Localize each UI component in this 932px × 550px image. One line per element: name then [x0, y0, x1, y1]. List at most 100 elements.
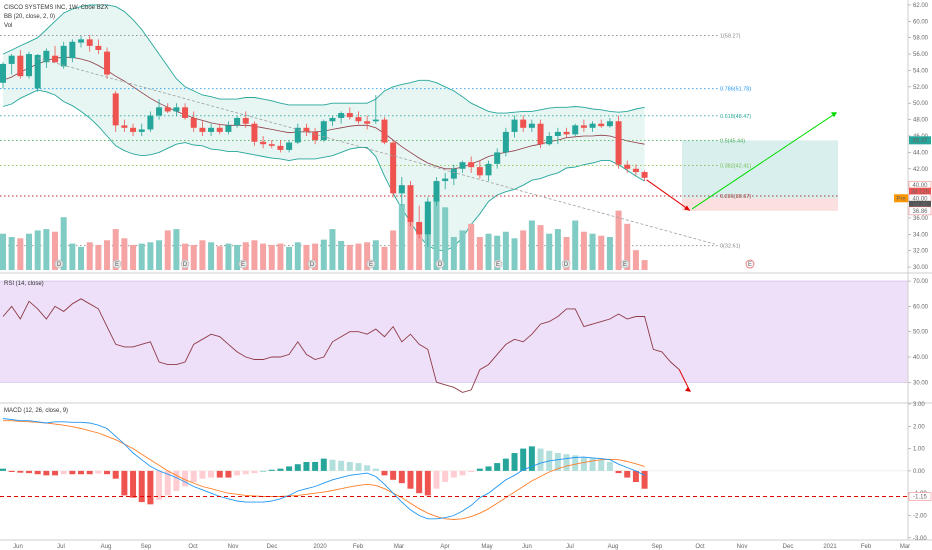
macd-histogram-bar	[208, 470, 215, 478]
price-tick-label: 48.00	[913, 118, 929, 124]
macd-histogram-bar	[338, 460, 345, 471]
volume-bar	[69, 243, 76, 270]
candle	[624, 160, 631, 173]
time-label: Aug	[608, 544, 619, 550]
candle-body	[494, 152, 501, 164]
macd-histogram-bar	[17, 470, 24, 473]
macd-line	[2, 418, 645, 520]
candle-body	[485, 163, 492, 176]
macd-histogram-bar	[641, 470, 648, 489]
candle	[164, 103, 171, 114]
candle	[372, 95, 379, 124]
candle	[26, 51, 33, 79]
time-label: 2020	[313, 544, 327, 550]
candle	[112, 90, 119, 132]
macd-histogram-bar	[537, 448, 544, 471]
volume-bar	[563, 237, 570, 270]
volume-bar	[17, 238, 24, 270]
candle-body	[528, 123, 535, 128]
candle-body	[502, 131, 509, 153]
volume-bar	[95, 244, 102, 270]
price-tick-label: 56.00	[913, 52, 929, 58]
candle	[398, 176, 405, 206]
volume-bar	[251, 240, 258, 270]
volume-bar	[8, 237, 15, 270]
candle-body	[294, 127, 301, 143]
macd-legend[interactable]: MACD (12, 26, close, 9)	[4, 408, 68, 414]
price-tick-label: 36.00	[913, 216, 929, 222]
macd-histogram-bar	[242, 470, 249, 475]
candle-body	[615, 121, 622, 165]
macd-histogram-bar	[234, 470, 241, 476]
candle-body	[312, 131, 319, 141]
candle-body	[8, 55, 15, 64]
price-candles	[0, 35, 648, 247]
macd-histogram-bar	[589, 458, 596, 471]
volume-bar	[86, 242, 93, 270]
macd-histogram-bar	[572, 455, 579, 471]
fib-level-label: 0.236(38.67)	[720, 194, 751, 200]
rsi-legend[interactable]: RSI (14, close)	[4, 281, 44, 287]
marker-circle	[745, 259, 755, 269]
macd-histogram-bar	[563, 454, 570, 471]
bb-legend[interactable]: BB (20, close, 2, 0)	[4, 14, 55, 20]
candle	[251, 121, 258, 146]
candle	[442, 172, 449, 190]
fib-level-label: 0.618(48.47)	[720, 114, 751, 120]
price-tag: 36.86	[908, 206, 932, 216]
volume-bar	[242, 242, 249, 270]
macd-histogram-bar	[364, 465, 371, 471]
marker-circle	[307, 259, 317, 269]
macd-histogram-bar	[442, 470, 449, 483]
time-label: Mar	[394, 544, 404, 550]
candle	[537, 119, 544, 149]
candle-body	[112, 93, 119, 126]
macd-histogram-bar	[303, 461, 310, 471]
dividend-marker: D	[435, 259, 445, 269]
candle	[138, 123, 145, 136]
volume-bar	[0, 233, 6, 270]
volume-bar	[381, 246, 388, 270]
candle-body	[104, 51, 111, 75]
fib-level-label: 0(32.61)	[720, 244, 741, 250]
macd-histogram-bar	[390, 470, 397, 480]
volume-bar	[346, 244, 353, 270]
candle	[121, 119, 128, 132]
candle-body	[173, 107, 180, 112]
symbol-legend[interactable]: CISCO SYSTEMS INC, 1W, Cboe BZX	[4, 5, 108, 11]
candle	[60, 41, 67, 69]
candle-body	[372, 119, 379, 122]
macd-histogram-bar	[615, 470, 622, 474]
rsi-tick-label: 30.00	[913, 380, 929, 386]
drawings[interactable]	[37, 57, 837, 245]
candle	[407, 181, 414, 227]
candle	[329, 115, 336, 127]
price-tag: 38.45	[909, 200, 931, 209]
volume-bar	[147, 242, 154, 270]
vol-legend[interactable]: Vol	[4, 23, 12, 29]
volume-bar	[407, 210, 414, 270]
earnings-marker: E	[493, 259, 503, 269]
volume-bar	[546, 233, 553, 270]
marker-circle	[112, 259, 122, 269]
candle	[502, 127, 509, 157]
candle-body	[138, 129, 145, 132]
macd-histogram-bar	[147, 470, 154, 505]
macd-histogram-bar	[43, 470, 50, 476]
candle-body	[121, 125, 128, 128]
candle-body	[346, 113, 353, 118]
candle-body	[589, 123, 596, 128]
macd-histogram-bar	[34, 470, 41, 475]
position-tool[interactable]	[682, 140, 838, 211]
candle	[86, 35, 93, 52]
macd-histogram-bar	[632, 470, 639, 483]
dividend-marker: D	[180, 259, 190, 269]
volume-bar	[624, 223, 631, 270]
candle	[346, 107, 353, 120]
marker-circle	[561, 259, 571, 269]
candle-body	[329, 117, 336, 122]
macd-histogram-bar	[268, 469, 275, 471]
volume-bar	[156, 240, 163, 270]
candle-body	[563, 131, 570, 135]
